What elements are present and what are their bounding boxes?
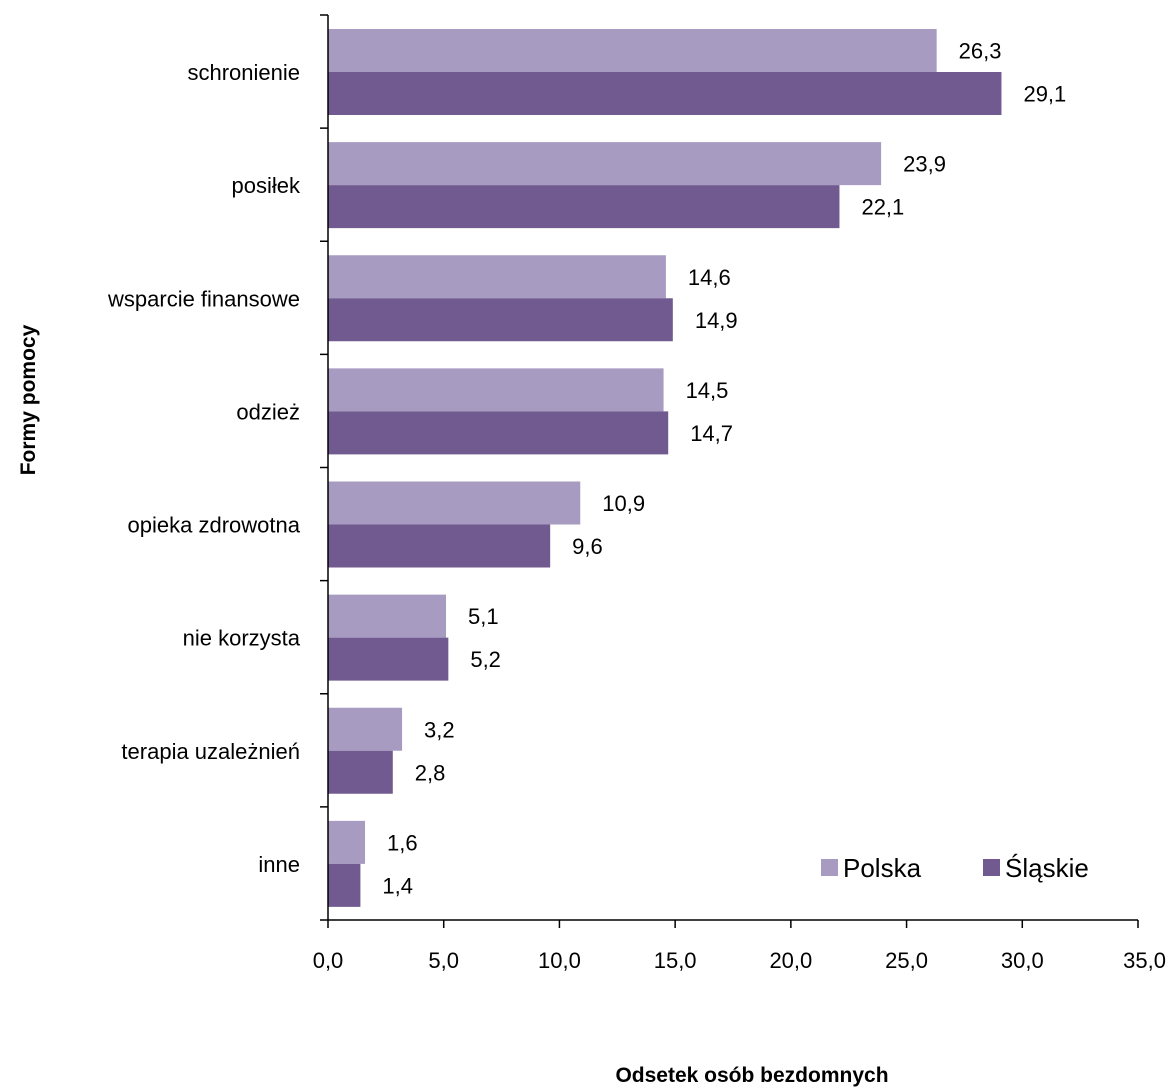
- value-label-polska-nie-korzysta: 5,1: [468, 604, 499, 629]
- bar-slaskie-odziez: [328, 411, 669, 455]
- legend-swatch-slaskie: [983, 859, 1000, 876]
- value-label-polska-posilek: 23,9: [903, 152, 946, 177]
- value-label-polska-opieka-zdrowotna: 10,9: [602, 491, 645, 516]
- value-label-slaskie-opieka-zdrowotna: 9,6: [572, 534, 603, 559]
- bar-polska-inne: [328, 820, 366, 864]
- category-label-nie-korzysta: nie korzysta: [183, 626, 301, 651]
- x-tick-label: 15,0: [654, 948, 697, 973]
- bar-slaskie-terapia-uzaleznien: [328, 750, 393, 794]
- legend-swatch-polska: [821, 859, 838, 876]
- value-label-polska-schronienie: 26,3: [959, 39, 1002, 64]
- x-tick-label: 20,0: [769, 948, 812, 973]
- bar-polska-nie-korzysta: [328, 594, 447, 638]
- bar-polska-opieka-zdrowotna: [328, 481, 581, 525]
- value-label-polska-terapia-uzaleznien: 3,2: [424, 717, 455, 742]
- legend: Polska Śląskie: [821, 853, 1089, 883]
- bar-polska-schronienie: [328, 29, 937, 72]
- legend-label-slaskie: Śląskie: [1005, 853, 1089, 883]
- category-label-wsparcie-finansowe: wsparcie finansowe: [107, 286, 300, 311]
- value-label-polska-odziez: 14,5: [686, 378, 729, 403]
- bar-slaskie-nie-korzysta: [328, 637, 449, 681]
- x-tick-label: 5,0: [428, 948, 459, 973]
- bar-slaskie-wsparcie-finansowe: [328, 298, 673, 342]
- value-label-slaskie-terapia-uzaleznien: 2,8: [415, 760, 446, 785]
- x-tick-label: 30,0: [1001, 948, 1044, 973]
- bar-slaskie-inne: [328, 863, 361, 907]
- bar-slaskie-opieka-zdrowotna: [328, 524, 551, 568]
- value-label-slaskie-inne: 1,4: [382, 873, 413, 898]
- value-label-slaskie-schronienie: 29,1: [1023, 82, 1066, 107]
- bar-slaskie-schronienie: [328, 72, 1002, 115]
- y-axis-ticks: [320, 14, 328, 921]
- category-label-inne: inne: [258, 852, 300, 877]
- category-label-posilek: posiłek: [232, 173, 301, 198]
- value-labels: 26,3 29,1 23,9 22,1 14,6 14,9 14,5 14,7 10,9 9,6 5…: [382, 39, 1066, 899]
- x-tick-label: 35,0: [1123, 948, 1166, 973]
- bar-polska-terapia-uzaleznien: [328, 707, 403, 751]
- category-label-schronienie: schronienie: [187, 60, 300, 85]
- y-axis-title: Formy pomocy: [17, 324, 40, 475]
- value-label-slaskie-odziez: 14,7: [690, 421, 733, 446]
- x-axis-tick-labels: 0,0 5,0 10,0 15,0 20,0 25,0 30,0 35,0: [313, 948, 1166, 973]
- category-label-odziez: odzież: [236, 399, 300, 424]
- category-label-opieka-zdrowotna: opieka zdrowotna: [128, 513, 301, 538]
- value-label-slaskie-posilek: 22,1: [861, 195, 904, 220]
- x-axis-ticks: [327, 920, 1139, 928]
- bar-polska-odziez: [328, 368, 664, 412]
- x-tick-label: 10,0: [538, 948, 581, 973]
- value-label-slaskie-wsparcie-finansowe: 14,9: [695, 308, 738, 333]
- bar-polska-wsparcie-finansowe: [328, 255, 666, 299]
- x-axis-title: Odsetek osób bezdomnych: [615, 1064, 888, 1087]
- value-label-polska-inne: 1,6: [387, 830, 418, 855]
- legend-label-polska: Polska: [843, 853, 922, 883]
- bars: [328, 29, 1002, 907]
- value-label-polska-wsparcie-finansowe: 14,6: [688, 265, 731, 290]
- axes: 0,0 5,0 10,0 15,0 20,0 25,0 30,0 35,0: [313, 14, 1166, 973]
- bar-polska-posilek: [328, 142, 882, 186]
- x-tick-label: 25,0: [885, 948, 928, 973]
- category-labels: schronienie posiłek wsparcie finansowe odzi…: [107, 60, 301, 877]
- bar-slaskie-posilek: [328, 185, 840, 229]
- category-label-terapia-uzaleznien: terapia uzależnień: [121, 739, 300, 764]
- x-tick-label: 0,0: [313, 948, 344, 973]
- value-label-slaskie-nie-korzysta: 5,2: [470, 647, 501, 672]
